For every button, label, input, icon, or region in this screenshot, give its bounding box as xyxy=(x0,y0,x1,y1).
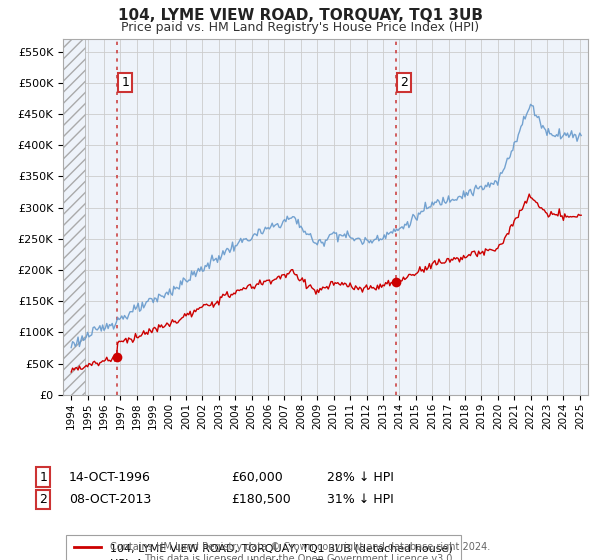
Legend: 104, LYME VIEW ROAD, TORQUAY, TQ1 3UB (detached house), HPI: Average price, deta: 104, LYME VIEW ROAD, TORQUAY, TQ1 3UB (d… xyxy=(66,535,461,560)
Text: 1: 1 xyxy=(39,470,47,484)
Text: £60,000: £60,000 xyxy=(231,470,283,484)
Text: £180,500: £180,500 xyxy=(231,493,291,506)
Text: Price paid vs. HM Land Registry's House Price Index (HPI): Price paid vs. HM Land Registry's House … xyxy=(121,21,479,34)
Text: 08-OCT-2013: 08-OCT-2013 xyxy=(69,493,151,506)
Text: 1: 1 xyxy=(121,76,129,90)
Text: 2: 2 xyxy=(39,493,47,506)
Text: 28% ↓ HPI: 28% ↓ HPI xyxy=(327,470,394,484)
Text: 104, LYME VIEW ROAD, TORQUAY, TQ1 3UB: 104, LYME VIEW ROAD, TORQUAY, TQ1 3UB xyxy=(118,8,482,24)
Text: Contains HM Land Registry data © Crown copyright and database right 2024.
This d: Contains HM Land Registry data © Crown c… xyxy=(110,542,490,560)
Text: 31% ↓ HPI: 31% ↓ HPI xyxy=(327,493,394,506)
Polygon shape xyxy=(63,39,85,395)
Text: 2: 2 xyxy=(400,76,407,90)
Text: 14-OCT-1996: 14-OCT-1996 xyxy=(69,470,151,484)
